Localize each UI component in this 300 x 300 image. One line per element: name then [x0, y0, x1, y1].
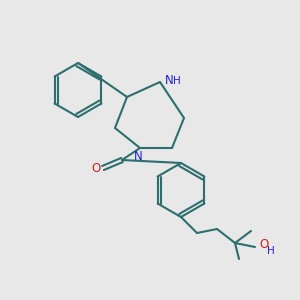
Text: O: O [259, 238, 268, 251]
Text: H: H [267, 246, 275, 256]
Text: N: N [134, 150, 142, 163]
Text: N: N [165, 74, 174, 88]
Text: H: H [173, 76, 181, 86]
Text: O: O [92, 161, 100, 175]
